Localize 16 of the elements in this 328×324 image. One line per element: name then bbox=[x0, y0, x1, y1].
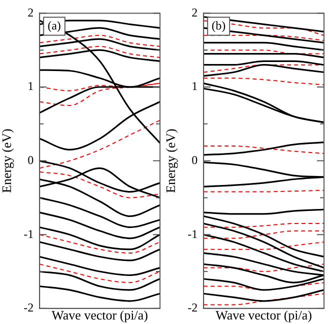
y-tick-label: 0 bbox=[192, 152, 198, 167]
y-tick-label: -1 bbox=[188, 226, 198, 241]
x-axis-title: Wave vector (pi/a) bbox=[52, 308, 148, 323]
y-tick-label: 0 bbox=[28, 152, 34, 167]
y-tick-label: -1 bbox=[24, 226, 34, 241]
annotation: (a) bbox=[48, 18, 61, 32]
x-axis-title: Wave vector (pi/a) bbox=[216, 308, 312, 323]
y-tick-label: 2 bbox=[192, 5, 198, 20]
y-tick-label: 2 bbox=[28, 5, 34, 20]
y-tick-label: 1 bbox=[192, 79, 198, 94]
y-tick-label: -2 bbox=[188, 300, 198, 315]
y-tick-label: 1 bbox=[28, 79, 34, 94]
y-tick-label: -2 bbox=[24, 300, 34, 315]
annotation: (b) bbox=[212, 18, 226, 32]
y-axis-title: Energy (eV) bbox=[163, 128, 178, 193]
y-axis-title: Energy (eV) bbox=[0, 128, 14, 193]
